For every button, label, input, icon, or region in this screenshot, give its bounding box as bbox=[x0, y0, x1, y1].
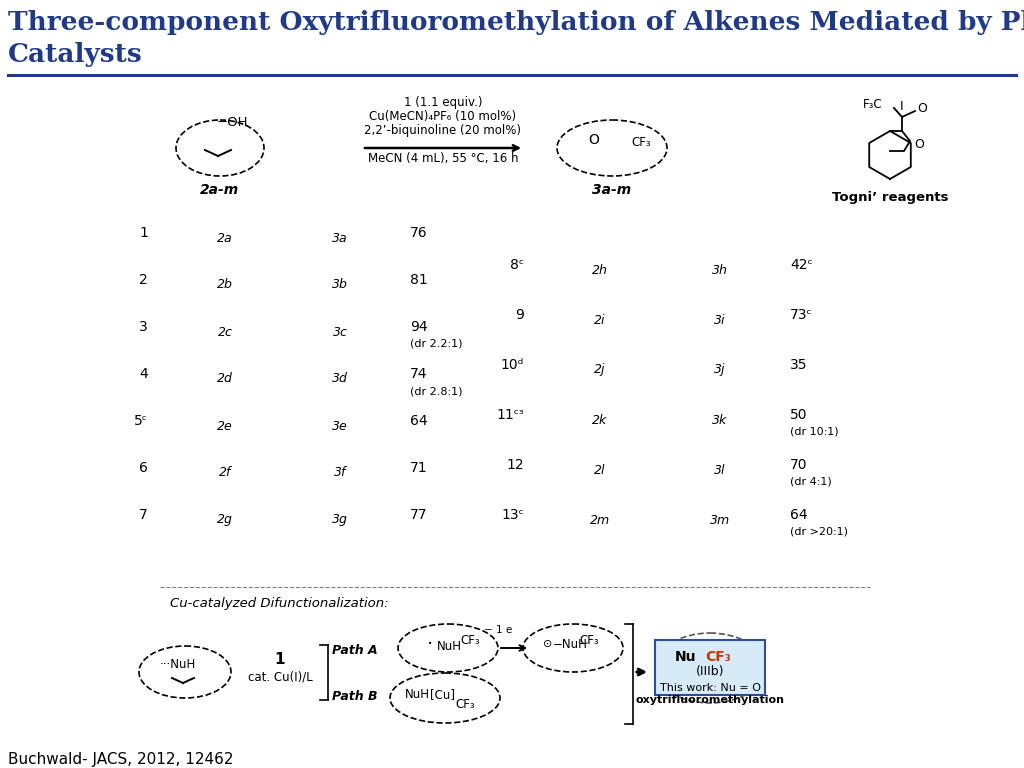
Text: 2a-m: 2a-m bbox=[201, 183, 240, 197]
Text: 11ᶜᶟ: 11ᶜᶟ bbox=[496, 408, 524, 422]
Text: 13ᶜ: 13ᶜ bbox=[502, 508, 524, 522]
Text: Three-component Oxytrifluoromethylation of Alkenes Mediated by Photoredox: Three-component Oxytrifluoromethylation … bbox=[8, 10, 1024, 35]
Text: ⊙: ⊙ bbox=[543, 639, 552, 649]
Text: 50: 50 bbox=[790, 408, 808, 422]
Text: Path A: Path A bbox=[332, 644, 378, 657]
Text: 2l: 2l bbox=[594, 464, 606, 476]
Text: NuH: NuH bbox=[437, 640, 462, 653]
Text: 1: 1 bbox=[139, 226, 148, 240]
Text: NuH: NuH bbox=[406, 688, 430, 701]
Text: Catalysts: Catalysts bbox=[8, 42, 142, 67]
Text: oxytrifluoromethylation: oxytrifluoromethylation bbox=[636, 695, 784, 705]
Text: ·: · bbox=[427, 634, 433, 654]
Text: 3m: 3m bbox=[710, 514, 730, 527]
Text: Cu(MeCN)₄PF₆ (10 mol%): Cu(MeCN)₄PF₆ (10 mol%) bbox=[370, 110, 516, 123]
Text: 94: 94 bbox=[410, 320, 428, 334]
Text: CF₃: CF₃ bbox=[706, 650, 731, 664]
Text: 3e: 3e bbox=[332, 419, 348, 432]
Text: 2,2’-biquinoline (20 mol%): 2,2’-biquinoline (20 mol%) bbox=[365, 124, 521, 137]
Text: 70: 70 bbox=[790, 458, 808, 472]
Text: − 1 e: − 1 e bbox=[484, 625, 512, 635]
Text: −OH: −OH bbox=[216, 117, 248, 130]
Text: (IIIb): (IIIb) bbox=[695, 666, 724, 678]
Text: CF₃: CF₃ bbox=[579, 634, 599, 647]
Text: CF₃: CF₃ bbox=[460, 634, 479, 647]
Text: 10ᵈ: 10ᵈ bbox=[501, 358, 524, 372]
Text: O: O bbox=[918, 101, 927, 114]
Text: 2b: 2b bbox=[217, 279, 232, 292]
Text: Path B: Path B bbox=[332, 690, 378, 703]
Text: 3l: 3l bbox=[715, 464, 726, 476]
Text: 3d: 3d bbox=[332, 372, 348, 386]
Text: 2g: 2g bbox=[217, 514, 232, 527]
Text: 3: 3 bbox=[139, 320, 148, 334]
Text: F₃C: F₃C bbox=[862, 98, 882, 111]
Text: 1 (1.1 equiv.): 1 (1.1 equiv.) bbox=[403, 96, 482, 109]
Text: 2k: 2k bbox=[592, 413, 607, 426]
Text: 64: 64 bbox=[410, 414, 428, 428]
Text: 3f: 3f bbox=[334, 466, 346, 479]
Text: CF₃: CF₃ bbox=[455, 697, 475, 710]
Text: O: O bbox=[589, 133, 599, 147]
Text: Buchwald- JACS, 2012, 12462: Buchwald- JACS, 2012, 12462 bbox=[8, 752, 233, 767]
Text: 1: 1 bbox=[274, 653, 286, 667]
Text: Cu-catalyzed Difunctionalization:: Cu-catalyzed Difunctionalization: bbox=[170, 597, 389, 610]
Text: 2a: 2a bbox=[217, 231, 232, 244]
Text: 3k: 3k bbox=[713, 413, 728, 426]
Text: 6: 6 bbox=[139, 461, 148, 475]
Text: 8ᶜ: 8ᶜ bbox=[510, 258, 524, 272]
Text: (dr 2.2:1): (dr 2.2:1) bbox=[410, 339, 463, 349]
Text: 2f: 2f bbox=[219, 466, 231, 479]
Text: 71: 71 bbox=[410, 461, 428, 475]
Text: 2: 2 bbox=[139, 273, 148, 287]
Text: 2d: 2d bbox=[217, 372, 232, 386]
Text: (dr >20:1): (dr >20:1) bbox=[790, 527, 848, 537]
Text: (dr 4:1): (dr 4:1) bbox=[790, 477, 831, 487]
Text: 12: 12 bbox=[507, 458, 524, 472]
Text: CF₃: CF₃ bbox=[631, 137, 651, 150]
Text: 7: 7 bbox=[139, 508, 148, 522]
Text: This work: Nu = O: This work: Nu = O bbox=[659, 683, 761, 693]
Text: I: I bbox=[900, 100, 904, 113]
FancyBboxPatch shape bbox=[655, 640, 765, 695]
Text: 35: 35 bbox=[790, 358, 808, 372]
Text: 3j: 3j bbox=[715, 363, 726, 376]
Text: 2j: 2j bbox=[594, 363, 606, 376]
Text: MeCN (4 mL), 55 °C, 16 h: MeCN (4 mL), 55 °C, 16 h bbox=[368, 152, 518, 165]
Text: cat. Cu(I)/L: cat. Cu(I)/L bbox=[248, 670, 312, 684]
Text: 42ᶜ: 42ᶜ bbox=[790, 258, 813, 272]
Text: 76: 76 bbox=[410, 226, 428, 240]
Text: 2h: 2h bbox=[592, 263, 608, 276]
Text: 3b: 3b bbox=[332, 279, 348, 292]
Text: 73ᶜ: 73ᶜ bbox=[790, 308, 813, 322]
Text: −NuH: −NuH bbox=[553, 637, 588, 650]
Text: ···NuH: ···NuH bbox=[160, 658, 197, 671]
Text: (dr 10:1): (dr 10:1) bbox=[790, 427, 839, 437]
Text: 4: 4 bbox=[139, 367, 148, 381]
Text: 2i: 2i bbox=[594, 313, 606, 326]
Text: 9: 9 bbox=[515, 308, 524, 322]
Text: 5ᶜ: 5ᶜ bbox=[134, 414, 148, 428]
Text: 2e: 2e bbox=[217, 419, 232, 432]
Text: [Cu]: [Cu] bbox=[430, 688, 455, 701]
Text: Nu: Nu bbox=[675, 650, 696, 664]
Text: O: O bbox=[914, 138, 924, 151]
Text: 74: 74 bbox=[410, 367, 427, 381]
Text: 64: 64 bbox=[790, 508, 808, 522]
Text: 77: 77 bbox=[410, 508, 427, 522]
Text: 2c: 2c bbox=[217, 326, 232, 339]
Text: 3a-m: 3a-m bbox=[592, 183, 632, 197]
Text: 3g: 3g bbox=[332, 514, 348, 527]
Text: 3c: 3c bbox=[333, 326, 347, 339]
Text: 3a: 3a bbox=[332, 231, 348, 244]
Text: (dr 2.8:1): (dr 2.8:1) bbox=[410, 386, 463, 396]
Text: 3i: 3i bbox=[715, 313, 726, 326]
Text: Togni’ reagents: Togni’ reagents bbox=[831, 191, 948, 204]
Text: 3h: 3h bbox=[712, 263, 728, 276]
Text: 2m: 2m bbox=[590, 514, 610, 527]
Text: 81: 81 bbox=[410, 273, 428, 287]
